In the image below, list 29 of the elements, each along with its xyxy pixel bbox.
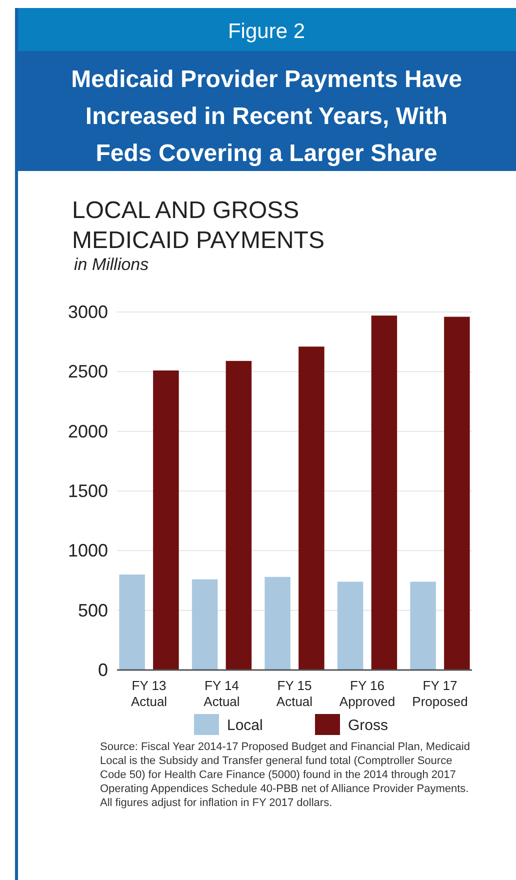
y-tick-label: 0 [98,660,108,680]
y-tick-label: 1000 [68,540,108,561]
y-tick-label: 1500 [68,481,108,501]
x-tick-label: FY 15 Actual [276,678,313,709]
bar [298,346,324,670]
bar [119,574,145,670]
bar [192,579,218,670]
x-tick-label: FY 16 Approved [339,678,396,709]
legend-label: Gross [348,717,388,734]
bar [226,360,252,670]
bar [337,582,364,670]
bar [153,370,179,670]
bar [371,316,398,670]
caption: Figure 2 [228,20,306,43]
bar [410,582,436,670]
bar [264,576,290,670]
y-axis-title: in Millions [74,255,150,274]
bar [444,316,470,670]
y-tick-label: 3000 [68,302,108,322]
source-note: Source: Fiscal Year 2014-17 Proposed Budget and Financial Plan, Medicaid Local is the Subsidy and Transfer general fund total (Comptroller Source Code 50) for Health Care Finance (5000) found in the 2014 through 2017 Operating Appendices Schedule 40-PBB net of Alliance Provider Payments. All figures adjust for inflation in FY 2017 dollars. [100,741,470,809]
chart-subtitle: LOCAL AND GROSS MEDICAID PAYMENTS [72,197,324,254]
x-tick-label: FY 14 Actual [204,678,240,709]
x-tick-label: FY 17 Proposed [412,678,468,709]
y-tick-label: 2000 [68,421,108,442]
x-tick-label: FY 13 Actual [130,678,168,709]
legend-label: Local [227,717,263,734]
y-tick-label: 2500 [68,362,108,382]
chart-title: Medicaid Provider Payments Have Increased in Recent Years, With Feds Covering a Larger Share [71,66,462,167]
y-tick-label: 500 [78,600,108,620]
